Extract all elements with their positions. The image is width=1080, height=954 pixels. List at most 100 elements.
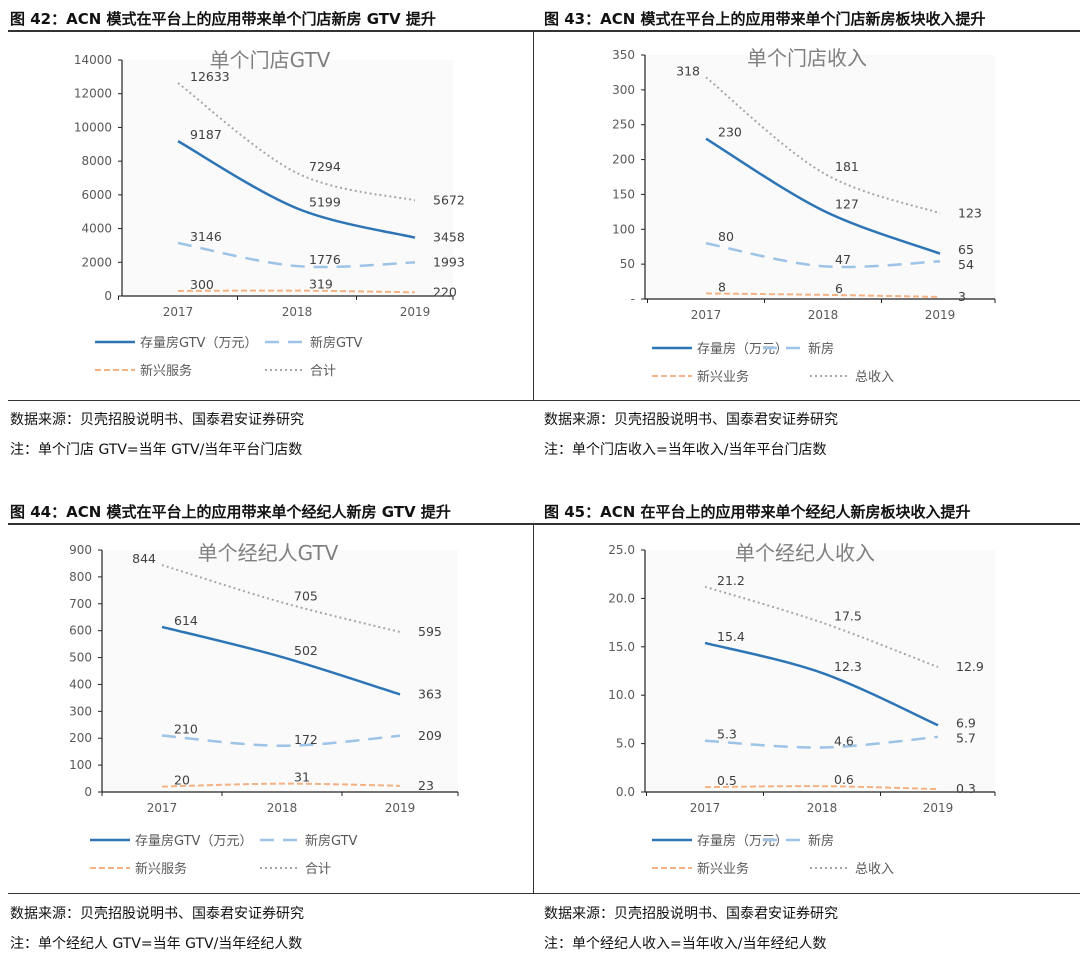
legend-label-emerging: 新兴业务 <box>697 861 749 877</box>
legend-label-existing: 存量房（万元） <box>697 833 788 849</box>
data-label: 1776 <box>309 252 341 267</box>
data-label: 65 <box>958 242 974 257</box>
y-tick-label: 8000 <box>81 154 112 168</box>
y-tick-label: 14000 <box>74 53 112 67</box>
data-label: 705 <box>294 588 318 603</box>
data-label: 3 <box>958 289 966 304</box>
data-label: 0.5 <box>717 773 737 788</box>
data-label: 209 <box>418 728 442 743</box>
chart-42: 单个门店GTV 0 2000 4000 6000 8000 10000 12000 14000 2… <box>0 30 533 400</box>
x-tick-label: 2019 <box>385 801 416 815</box>
source-42: 数据来源：贝壳招股说明书、国泰君安证券研究 <box>10 412 304 428</box>
legend-label-total: 合计 <box>305 862 331 877</box>
y-tick-label: 4000 <box>81 222 112 236</box>
chart-45-svg: 单个经纪人收入 0.0 5.0 10.0 15.0 20.0 25.0 2017 2018 201… <box>608 541 996 877</box>
chart-44: 单个经纪人GTV 0 100 200 300 400 500 600 700 800 900 2017… <box>0 523 533 893</box>
y-tick-label: 200 <box>69 731 92 745</box>
note-45: 注：单个经纪人收入=当年收入/当年经纪人数 <box>544 936 827 952</box>
x-tick-label: 2019 <box>400 305 431 319</box>
y-tick-label: 10.0 <box>608 688 635 702</box>
data-label: 230 <box>718 125 742 140</box>
y-tick-label: 20.0 <box>608 591 635 605</box>
chart-44-svg: 单个经纪人GTV01002003004005006007008009002017… <box>69 541 459 877</box>
data-label: 363 <box>418 686 442 701</box>
data-label: 172 <box>294 732 318 747</box>
y-tick-label: 800 <box>69 570 92 584</box>
series-line-total <box>177 82 416 202</box>
data-label: 8 <box>718 279 726 294</box>
data-label: 15.4 <box>717 629 745 644</box>
data-label: 31 <box>294 770 310 785</box>
series-line-emerging <box>161 782 401 788</box>
legend-label-new: 新房GTV <box>305 833 358 849</box>
top-rule <box>8 30 1080 32</box>
data-label: 5.7 <box>956 731 976 746</box>
x-tick-label: 2019 <box>923 801 954 815</box>
series-line-emerging <box>704 785 939 791</box>
data-label: 123 <box>958 205 982 220</box>
series-line-emerging <box>705 292 941 298</box>
legend-label-existing: 存量房（万元） <box>697 341 788 357</box>
data-label: 210 <box>174 722 198 737</box>
y-tick-label: 0.0 <box>616 785 635 799</box>
plot-area <box>102 550 458 792</box>
y-tick-label: 250 <box>612 118 635 132</box>
chart-43: 单个门店收入 - 50 100 150 200 250 300 350 2017 2018 2019 存… <box>533 30 1066 400</box>
data-label: 1993 <box>433 254 465 269</box>
series-line-new <box>161 734 401 748</box>
legend-label-emerging: 新兴业务 <box>697 369 749 385</box>
data-label: 614 <box>174 613 198 628</box>
series-line-existing <box>177 140 416 239</box>
legend-label-new: 新房 <box>808 833 834 849</box>
x-tick-label: 2017 <box>691 308 722 322</box>
y-tick-label: 6000 <box>81 188 112 202</box>
y-tick-label: 0 <box>104 289 112 303</box>
y-tick-label: 300 <box>612 83 635 97</box>
data-label: 0.6 <box>834 772 854 787</box>
divider-rule <box>8 400 1080 401</box>
legend-label-total: 合计 <box>310 364 336 379</box>
x-tick-label: 2019 <box>925 308 956 322</box>
figure-43-title: 图 43：ACN 模式在平台上的应用带来单个门店新房板块收入提升 <box>544 10 986 28</box>
data-label: 844 <box>132 551 156 566</box>
data-label: 318 <box>676 63 700 78</box>
series-line-new <box>177 241 416 269</box>
top-rule-2 <box>8 523 1080 525</box>
y-tick-label: - <box>631 292 635 306</box>
data-label: 6.9 <box>956 716 976 731</box>
x-tick-label: 2017 <box>147 801 178 815</box>
note-44: 注：单个经纪人 GTV=当年 GTV/当年经纪人数 <box>10 936 303 952</box>
data-label: 21.2 <box>717 573 745 588</box>
data-label: 7294 <box>309 159 341 174</box>
note-43: 注：单个门店收入=当年收入/当年平台门店数 <box>544 442 827 458</box>
plot-area <box>122 60 453 296</box>
figure-42-title: 图 42：ACN 模式在平台上的应用带来单个门店新房 GTV 提升 <box>10 10 436 28</box>
data-label: 181 <box>835 159 859 174</box>
data-label: 319 <box>309 277 333 292</box>
y-tick-label: 100 <box>69 758 92 772</box>
data-label: 127 <box>835 196 859 211</box>
data-label: 54 <box>958 257 974 272</box>
data-label: 20 <box>174 773 190 788</box>
series-line-new <box>704 735 939 749</box>
note-42: 注：单个门店 GTV=当年 GTV/当年平台门店数 <box>10 442 303 458</box>
series-line-existing <box>704 641 939 727</box>
y-tick-label: 0 <box>84 785 92 799</box>
data-label: 80 <box>718 229 734 244</box>
data-label: 0.3 <box>956 781 976 796</box>
chart-title: 单个经纪人GTV <box>198 541 339 565</box>
data-label: 3146 <box>190 229 222 244</box>
x-tick-label: 2018 <box>808 308 839 322</box>
data-label: 6 <box>835 281 843 296</box>
y-tick-label: 5.0 <box>616 737 635 751</box>
chart-43-svg: 单个门店收入 - 50 100 150 200 250 300 350 2017 2018 2019 存… <box>612 46 996 385</box>
series-line-total <box>705 76 941 215</box>
data-label: 5199 <box>309 194 341 209</box>
y-tick-label: 350 <box>612 48 635 62</box>
figure-45-title: 图 45：ACN 在平台上的应用带来单个经纪人新房板块收入提升 <box>544 503 971 521</box>
legend-label-emerging: 新兴服务 <box>135 861 187 877</box>
data-label: 47 <box>835 252 851 267</box>
y-tick-label: 50 <box>620 257 635 271</box>
plot-area <box>645 55 995 299</box>
legend-label-total: 总收入 <box>855 370 894 385</box>
